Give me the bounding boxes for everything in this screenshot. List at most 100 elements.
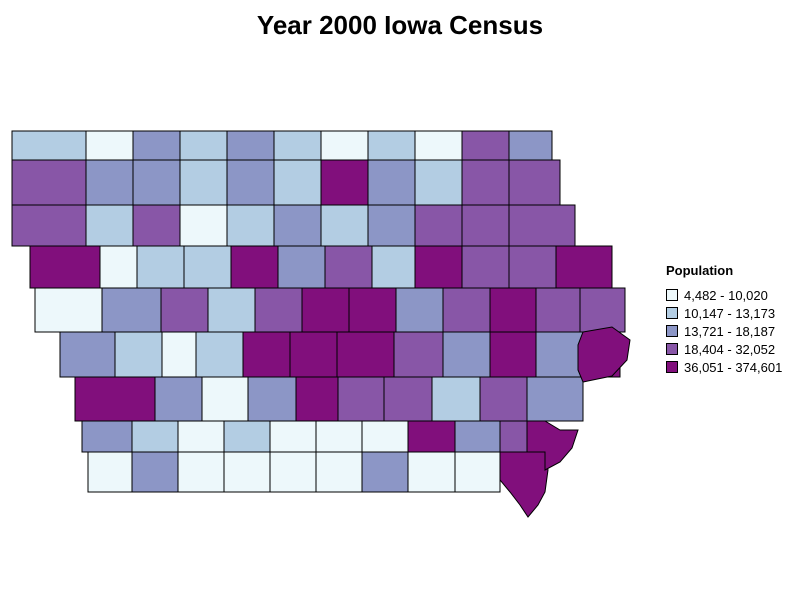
county-polygon <box>131 420 179 453</box>
county-polygon <box>579 287 626 333</box>
county-polygon <box>320 159 369 206</box>
county-polygon <box>114 331 163 378</box>
county-polygon <box>154 376 203 422</box>
county-polygon <box>414 245 463 289</box>
county-polygon <box>367 159 416 206</box>
county-polygon <box>431 376 481 422</box>
county-polygon <box>526 420 579 471</box>
county-polygon <box>179 130 228 161</box>
county-polygon <box>337 376 385 422</box>
county-polygon <box>301 287 350 333</box>
legend-item: 4,482 - 10,020 <box>666 286 782 304</box>
map-title: Year 2000 Iowa Census <box>256 10 544 40</box>
county-polygon <box>85 204 134 247</box>
county-polygon <box>367 130 416 161</box>
county-polygon <box>315 420 363 453</box>
county-polygon <box>11 159 87 206</box>
county-polygon <box>315 451 363 493</box>
county-polygon <box>273 204 322 247</box>
county-polygon <box>201 376 249 422</box>
county-polygon <box>479 376 528 422</box>
county-polygon <box>183 245 232 289</box>
legend-swatch <box>666 289 678 301</box>
county-polygon <box>324 245 373 289</box>
legend-label: 36,051 - 374,601 <box>684 359 783 375</box>
county-polygon <box>277 245 326 289</box>
county-polygon <box>269 420 317 453</box>
county-polygon <box>85 159 134 206</box>
county-polygon <box>393 331 444 378</box>
legend-item: 13,721 - 18,187 <box>666 322 782 340</box>
county-polygon <box>269 451 317 493</box>
county-polygon <box>395 287 444 333</box>
county-polygon <box>577 326 631 383</box>
county-polygon <box>407 420 456 453</box>
county-polygon <box>535 331 584 378</box>
county-polygon <box>454 451 501 493</box>
county-polygon <box>383 376 433 422</box>
county-polygon <box>461 159 510 206</box>
county-polygon <box>74 376 156 422</box>
county-polygon <box>132 159 181 206</box>
county-polygon <box>195 331 244 378</box>
county-polygon <box>361 420 409 453</box>
county-polygon <box>508 204 576 247</box>
legend-item: 18,404 - 32,052 <box>666 340 782 358</box>
county-polygon <box>367 204 416 247</box>
county-polygon <box>461 130 510 161</box>
county-polygon <box>223 420 271 453</box>
county-polygon <box>136 245 185 289</box>
county-polygon <box>99 245 138 289</box>
county-polygon <box>414 159 463 206</box>
county-polygon <box>132 130 181 161</box>
county-polygon <box>508 130 553 161</box>
county-polygon <box>320 130 369 161</box>
county-polygon <box>499 451 549 518</box>
county-polygon <box>179 159 228 206</box>
county-polygon <box>555 245 613 289</box>
county-polygon <box>247 376 297 422</box>
county-layer <box>11 130 631 518</box>
county-polygon <box>371 245 416 289</box>
county-polygon <box>160 287 209 333</box>
county-polygon <box>454 420 501 453</box>
county-polygon <box>535 287 581 333</box>
county-polygon <box>132 204 181 247</box>
legend-swatch <box>666 307 678 319</box>
county-polygon <box>320 204 369 247</box>
legend: Population 4,482 - 10,020 10,147 - 13,17… <box>666 263 782 376</box>
county-polygon <box>34 287 103 333</box>
county-polygon <box>361 451 409 493</box>
county-polygon <box>348 287 397 333</box>
county-polygon <box>526 376 584 422</box>
county-polygon <box>442 287 491 333</box>
county-polygon <box>273 159 322 206</box>
county-polygon <box>254 287 303 333</box>
legend-label: 10,147 - 13,173 <box>684 305 776 321</box>
county-polygon <box>226 204 275 247</box>
county-polygon <box>489 331 537 378</box>
county-polygon <box>489 287 537 333</box>
legend-swatch <box>666 343 678 355</box>
legend-item: 36,051 - 374,601 <box>666 358 782 376</box>
county-polygon <box>230 245 279 289</box>
legend-label: 4,482 - 10,020 <box>684 287 768 303</box>
county-polygon <box>295 376 339 422</box>
county-polygon <box>177 451 225 493</box>
legend-title: Population <box>666 263 734 278</box>
county-polygon <box>461 245 510 289</box>
county-polygon <box>179 204 228 247</box>
county-polygon <box>407 451 456 493</box>
county-polygon <box>289 331 338 378</box>
county-polygon <box>81 420 133 453</box>
legend-item: 10,147 - 13,173 <box>666 304 782 322</box>
county-polygon <box>161 331 197 378</box>
county-polygon <box>273 130 322 161</box>
county-polygon <box>414 204 463 247</box>
county-polygon <box>242 331 291 378</box>
county-polygon <box>101 287 162 333</box>
county-polygon <box>59 331 116 378</box>
county-polygon <box>226 159 275 206</box>
county-polygon <box>508 159 561 206</box>
